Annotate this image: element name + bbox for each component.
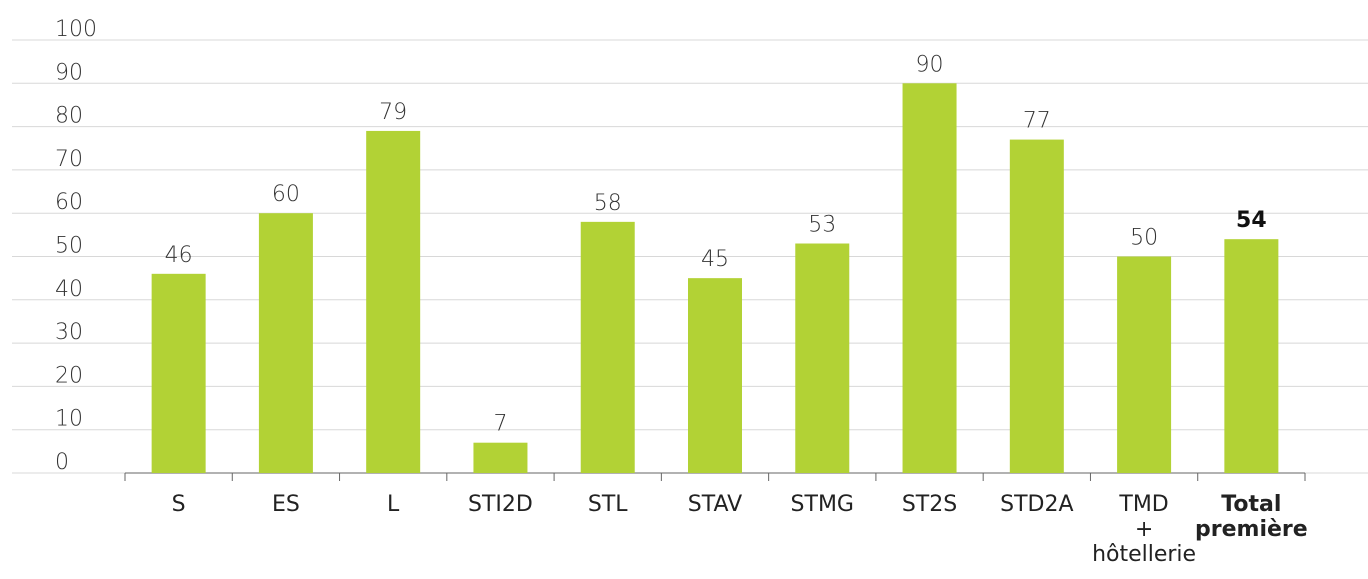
bar [473, 442, 528, 473]
value-label: 45 [701, 247, 729, 272]
y-tick-label: 100 [55, 17, 97, 42]
y-tick-label: 30 [55, 320, 83, 345]
x-tick-label: STMG [790, 492, 854, 517]
y-tick-label: 60 [55, 190, 83, 215]
x-tick-label: STD2A [1000, 492, 1074, 517]
value-label: 46 [165, 243, 193, 268]
x-tick-label: TMD + hôtellerie [1092, 492, 1197, 567]
x-tick-label: S [171, 492, 186, 517]
x-tick-label: STAV [687, 492, 743, 517]
value-label: 60 [272, 182, 300, 207]
y-tick-label: 70 [55, 147, 83, 172]
value-label: 90 [916, 52, 944, 77]
bar [580, 221, 635, 473]
y-tick-label: 0 [55, 450, 69, 475]
value-label: 7 [493, 412, 507, 437]
bar [1224, 239, 1279, 473]
x-tick-label: ST2S [901, 492, 958, 517]
bar [902, 83, 957, 474]
bar [366, 130, 421, 473]
y-tick-label: 80 [55, 104, 83, 129]
bar [1009, 139, 1064, 473]
x-tick-label: STI2D [468, 492, 533, 517]
bar [688, 278, 742, 473]
value-label: 58 [594, 191, 622, 216]
y-tick-label: 90 [55, 60, 83, 85]
bar [151, 273, 206, 473]
x-tick-label: STL [587, 492, 628, 517]
y-tick-label: 10 [55, 407, 83, 432]
bar [795, 243, 850, 473]
x-tick-label: Total première [1195, 492, 1308, 542]
value-label: 53 [808, 213, 836, 238]
x-tick-label: ES [271, 492, 300, 517]
bar [1117, 256, 1172, 473]
bar [258, 213, 313, 473]
value-label: 54 [1236, 208, 1267, 233]
value-label: 77 [1023, 109, 1051, 134]
y-tick-label: 40 [55, 277, 83, 302]
x-tick-label: L [387, 492, 400, 517]
value-label: 50 [1130, 226, 1158, 251]
y-tick-label: 20 [55, 363, 83, 388]
value-label: 79 [379, 100, 407, 125]
y-tick-label: 50 [55, 234, 83, 259]
